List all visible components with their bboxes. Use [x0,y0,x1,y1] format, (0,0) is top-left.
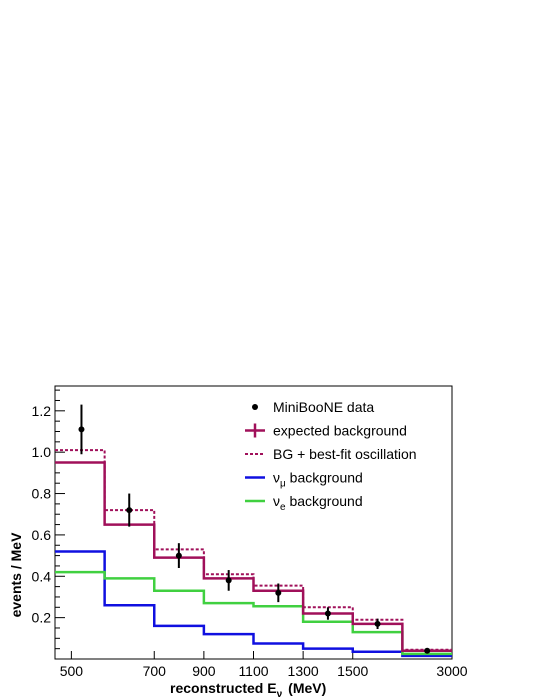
y-tick-label: 1.2 [32,403,52,419]
legend-data-marker [252,404,258,410]
data-points [78,404,431,654]
x-axis-title-main: reconstructed E [170,680,277,696]
x-axis-title: reconstructed Eν (MeV) [170,680,326,699]
data-point [126,507,133,514]
data-point [78,426,85,433]
series-line-0 [55,461,452,652]
y-tick-label: 0.6 [32,527,52,543]
x-tick-label: 1300 [288,663,319,679]
y-tick-label: 0.8 [32,486,52,502]
y-tick-label: 1.0 [32,444,52,460]
y-axis-title: events / MeV [8,532,24,617]
series-layer [55,449,452,658]
legend-label-3: νe background [273,493,363,513]
x-axis-title-unit: (MeV) [288,680,326,696]
legend-label-2: νμ background [273,470,363,490]
x-tick-label: 1100 [238,663,268,679]
x-tick-label: 500 [60,663,84,679]
data-point [324,610,331,617]
data-point [225,577,232,584]
x-tick-label: 700 [143,663,167,679]
data-point [374,620,381,627]
data-point [424,647,431,654]
y-tick-label: 0.4 [32,568,52,584]
x-tick-label: 1500 [337,663,368,679]
data-point [275,589,282,596]
legend: MiniBooNE data expected background BG + be… [245,399,417,513]
x-tick-label: 3000 [436,663,467,679]
data-point [175,552,182,559]
y-tick-label: 0.2 [32,610,52,626]
legend-label-1: BG + best-fit oscillation [273,446,417,462]
legend-label-data: MiniBooNE data [273,399,374,415]
series-line-2 [55,550,452,658]
series-line-3 [55,570,452,656]
legend-label-0: expected background [273,423,407,439]
series-line-1 [55,449,452,651]
ticks: 500 700 900 1100 1300 1500 3000 0.2 0.4 0.6 0.8 1.0… [32,389,468,679]
x-tick-label: 900 [192,663,216,679]
x-axis-title-sub: ν [277,689,283,699]
